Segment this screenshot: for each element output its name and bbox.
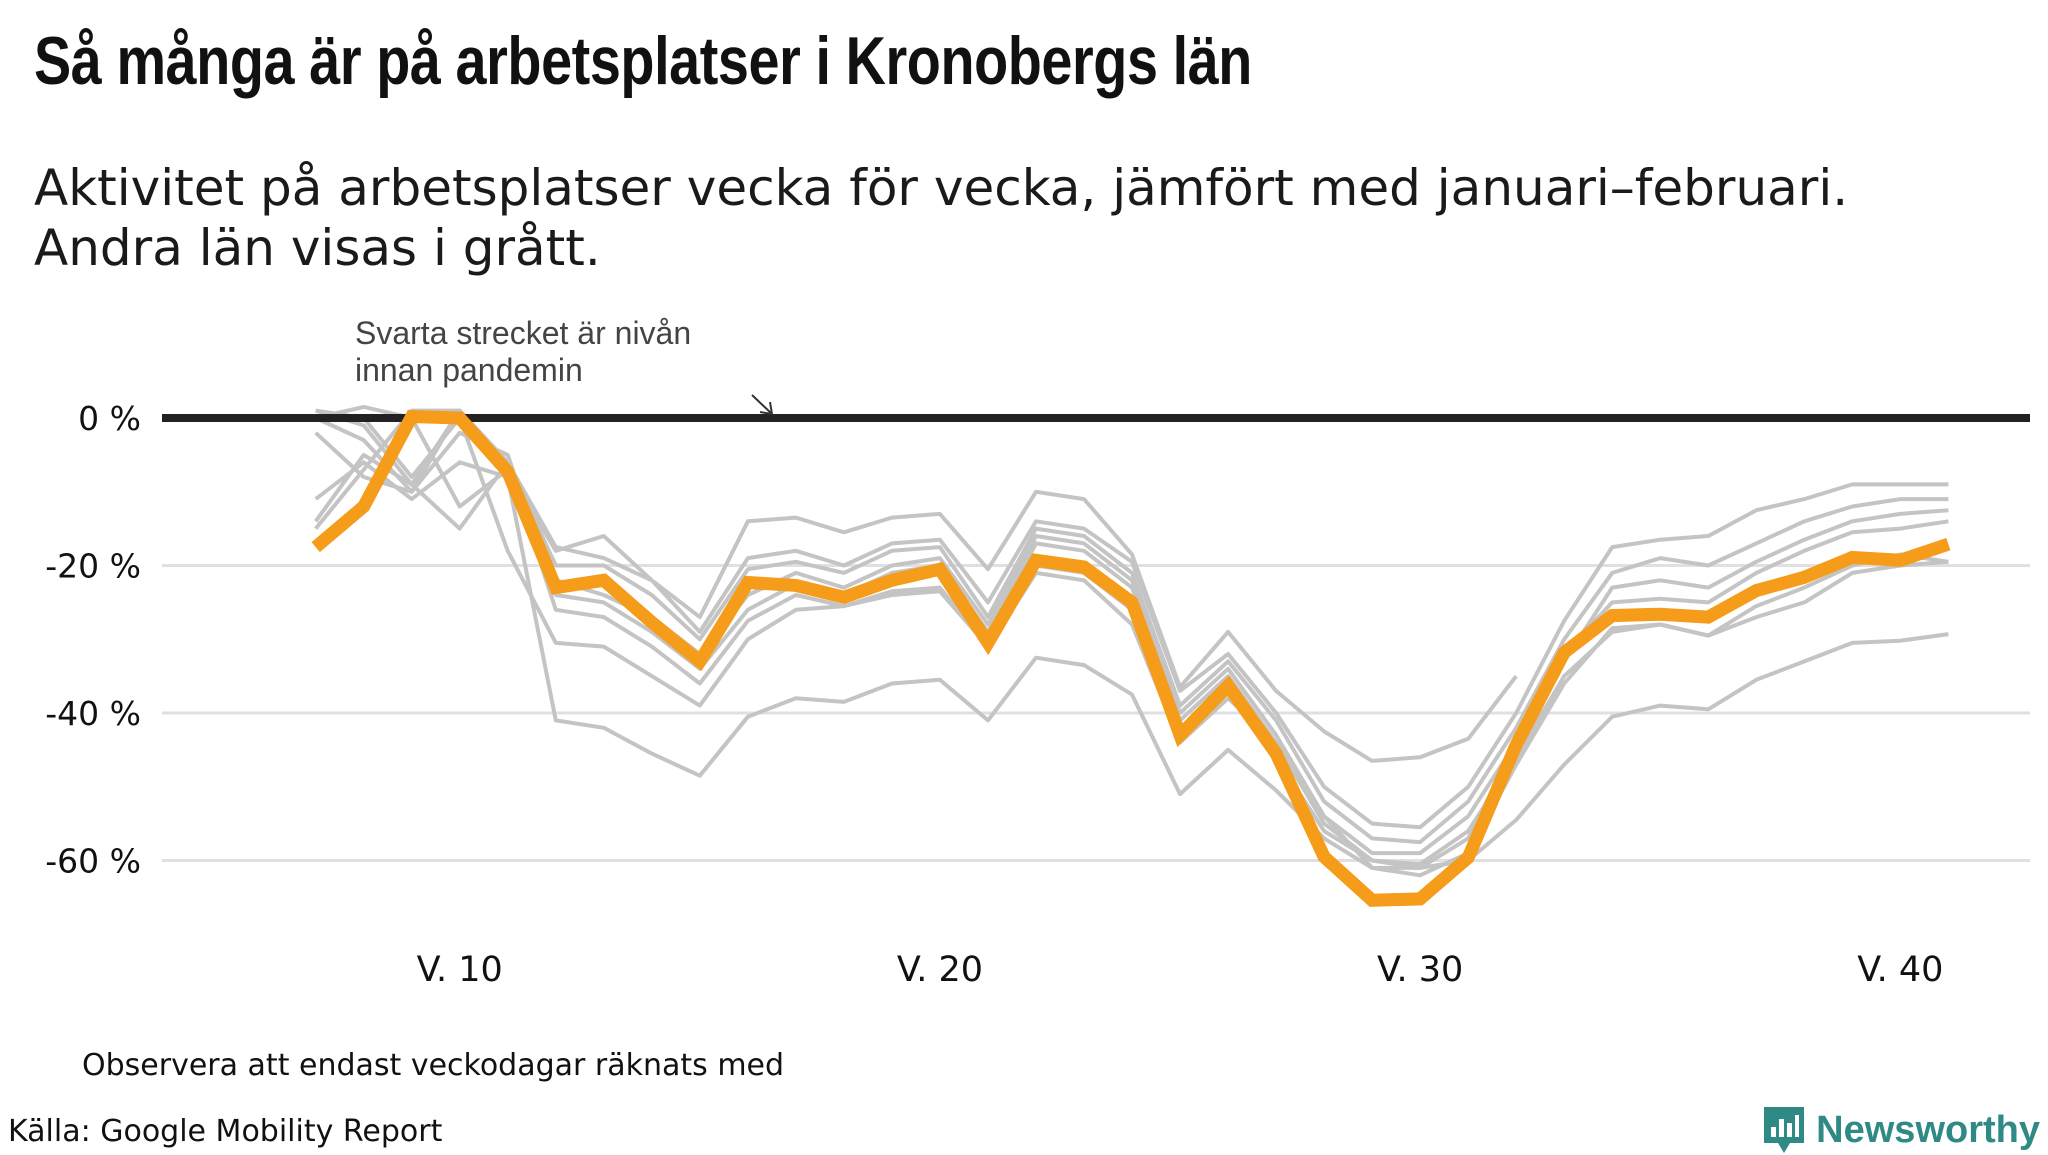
annotation-line-2: innan pandemin bbox=[355, 352, 583, 388]
x-tick-label: V. 40 bbox=[1857, 950, 1943, 990]
subtitle-line-2: Andra län visas i grått. bbox=[34, 219, 601, 277]
source: Källa: Google Mobility Report bbox=[8, 1114, 443, 1149]
x-tick-label: V. 20 bbox=[897, 950, 983, 990]
other-county-line bbox=[314, 430, 1949, 870]
other-county-line bbox=[314, 408, 1949, 845]
kronoberg-line bbox=[311, 409, 1951, 907]
y-tick-label: -20 % bbox=[45, 547, 141, 586]
subtitle: Aktivitet på arbetsplatser vecka för vec… bbox=[34, 158, 1848, 278]
footnote: Observera att endast veckodagar räknats … bbox=[82, 1048, 785, 1083]
other-county-line bbox=[314, 408, 1949, 856]
y-tick-label: 0 % bbox=[78, 399, 141, 438]
annotation: Svarta strecket är nivån innan pandemin bbox=[355, 315, 691, 389]
subtitle-line-1: Aktivitet på arbetsplatser vecka för vec… bbox=[34, 159, 1849, 217]
other-county-line bbox=[315, 408, 1949, 867]
y-tick-label: -40 % bbox=[45, 694, 141, 733]
newsworthy-logo-icon bbox=[1764, 1107, 1805, 1153]
brand-name: Newsworthy bbox=[1816, 1108, 2040, 1151]
y-tick-label: -60 % bbox=[45, 842, 141, 881]
other-county-line bbox=[314, 460, 1949, 870]
annotation-arrow-icon bbox=[751, 394, 773, 415]
other-county-line bbox=[315, 408, 1949, 878]
other-county-line bbox=[314, 408, 1949, 830]
brand-logo: Newsworthy bbox=[1762, 1105, 2040, 1155]
annotation-line-1: Svarta strecket är nivån bbox=[355, 315, 692, 351]
page-title: Så många är på arbetsplatser i Kronoberg… bbox=[34, 23, 1252, 99]
x-tick-label: V. 30 bbox=[1377, 950, 1463, 990]
x-tick-label: V. 10 bbox=[417, 950, 503, 990]
